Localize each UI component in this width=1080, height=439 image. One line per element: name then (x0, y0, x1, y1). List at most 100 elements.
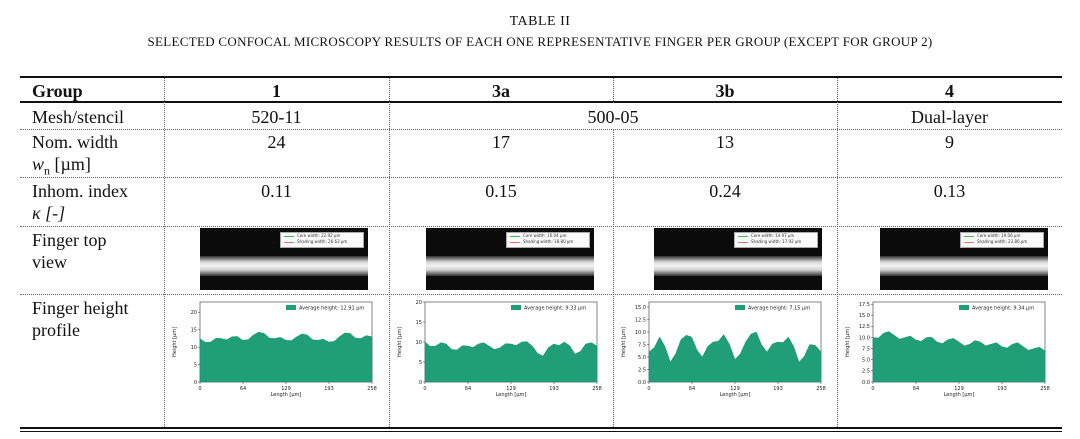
top-view-image-4: Core width: 19.06 µm Shading width: 23.86… (880, 228, 1048, 290)
nom-width-subscript: n (44, 163, 51, 178)
x-axis-label: Length [µm] (271, 392, 302, 398)
x-tick-label: 0 (647, 386, 650, 392)
y-tick-label: 15.0 (635, 305, 646, 311)
header-group-1: 1 (272, 81, 281, 101)
height-profile-chart-1: 0 64 129 193 258 0 5 10 15 20 Length [µm] Height [µ… (172, 301, 377, 398)
row-label-top-view: Finger top view (32, 229, 107, 273)
y-tick-label: 15.0 (859, 313, 870, 319)
top-rule (20, 76, 1062, 78)
legend-label: Average height: 9.33 µm (524, 306, 586, 312)
x-tick-label: 64 (913, 386, 919, 392)
y-tick-label: 20 (191, 310, 197, 316)
bottom-rule-2 (20, 431, 1062, 432)
nom-width-value-3a: 17 (492, 132, 510, 152)
header-group-4: 4 (945, 81, 954, 101)
inhom-value-4: 0.13 (933, 181, 966, 201)
y-tick-label: 0.0 (862, 380, 870, 386)
col-separator (613, 129, 614, 427)
col-separator (837, 78, 838, 427)
y-tick-label: 20 (416, 300, 422, 306)
mesh-value-4: Dual-layer (911, 107, 988, 127)
legend-swatch (735, 305, 745, 310)
y-tick-label: 17.5 (859, 302, 870, 308)
x-tick-label: 64 (240, 386, 246, 392)
nom-width-unit: [µm] (54, 154, 91, 174)
height-profile-chart-3a: 0 64 129 193 258 0 5 10 15 20 Length [µm] Height [µ… (397, 300, 602, 398)
mesh-value-1: 520-11 (251, 107, 302, 127)
top-view-image-3a: Core width: 16.04 µm Shading width: 18.80… (426, 228, 594, 290)
header-group-3a: 3a (492, 81, 510, 101)
y-tick-label: 10 (416, 340, 422, 346)
x-axis-label: Length [µm] (496, 392, 527, 398)
legend-swatch (959, 305, 969, 310)
bottom-rule (20, 427, 1062, 429)
y-tick-label: 5 (419, 360, 422, 366)
core-width-1: Core width: 22.92 µm (297, 233, 341, 238)
x-tick-label: 129 (281, 386, 291, 392)
row-separator (20, 226, 1062, 227)
inhom-label-line2: κ [-] (32, 203, 66, 223)
core-width-3a: Core width: 16.04 µm (523, 233, 567, 238)
x-axis-label: Length [µm] (944, 392, 975, 398)
core-width-4: Core width: 19.06 µm (977, 233, 1021, 238)
x-tick-label: 258 (1040, 386, 1050, 392)
x-tick-label: 0 (198, 386, 201, 392)
x-tick-label: 129 (730, 386, 740, 392)
legend-swatch (511, 305, 521, 310)
x-tick-label: 64 (465, 386, 471, 392)
col-separator (613, 78, 614, 103)
row-label-height-profile: Finger height profile (32, 297, 129, 341)
col-separator (389, 129, 390, 427)
y-axis-label: Height [µm] (845, 327, 851, 357)
header-group-3b: 3b (715, 81, 735, 101)
shading-width-4: Shading width: 23.86 µm (977, 239, 1028, 244)
x-tick-label: 193 (773, 386, 783, 392)
top-view-image-3b: Core width: 14.97 µm Shading width: 17.92… (654, 228, 822, 290)
header-rule (20, 101, 1062, 103)
y-tick-label: 12.5 (859, 324, 870, 330)
legend-label: Average height: 9.34 µm (972, 306, 1034, 312)
mesh-value-3: 500-05 (587, 107, 639, 127)
row-separator (20, 177, 1062, 178)
height-area-series (199, 331, 373, 383)
x-tick-label: 193 (549, 386, 559, 392)
height-area-series (424, 341, 598, 383)
table-title: SELECTED CONFOCAL MICROSCOPY RESULTS OF … (147, 34, 933, 49)
table-label: TABLE II (509, 14, 571, 29)
y-tick-label: 7.5 (862, 346, 870, 352)
y-tick-label: 0.0 (638, 380, 646, 386)
y-tick-label: 15 (191, 328, 197, 334)
nom-width-symbol: w (32, 154, 45, 174)
x-tick-label: 193 (324, 386, 334, 392)
y-tick-label: 10 (191, 345, 197, 351)
y-tick-label: 10.0 (635, 330, 646, 336)
top-view-label-line1: Finger top (32, 230, 107, 250)
height-area-series (872, 331, 1046, 383)
row-label-inhom: Inhom. index κ [-] (32, 180, 128, 224)
nom-width-value-1: 24 (267, 132, 286, 152)
shading-width-3b: Shading width: 17.92 µm (751, 239, 802, 244)
y-tick-label: 0 (419, 380, 422, 386)
y-tick-label: 7.5 (638, 342, 646, 348)
inhom-value-3a: 0.15 (485, 181, 517, 201)
y-tick-label: 5.0 (638, 355, 646, 361)
y-tick-label: 15 (416, 320, 422, 326)
height-profile-chart-3b: 0 64 129 193 258 0.0 2.5 5.0 7.5 10.0 12.5 15.0 Leng… (621, 301, 826, 398)
top-view-image-1: Core width: 22.92 µm Shading width: 26.63… (200, 228, 368, 290)
row-label-nom-width: Nom. width wn [µm] (32, 131, 118, 182)
y-tick-label: 2.5 (862, 369, 870, 375)
top-view-label-line2: view (32, 252, 67, 272)
y-axis-label: Height [µm] (621, 327, 627, 357)
x-tick-label: 0 (423, 386, 426, 392)
row-separator (20, 294, 1062, 295)
col-separator (164, 78, 165, 427)
legend-swatch (286, 305, 296, 310)
inhom-value-3b: 0.24 (709, 181, 741, 201)
nom-width-value-4: 9 (945, 132, 954, 152)
nom-width-label-line1: Nom. width (32, 132, 119, 152)
y-tick-label: 5 (194, 362, 197, 368)
y-tick-label: 12.5 (635, 317, 646, 323)
header-group: Group (32, 81, 83, 101)
y-tick-label: 2.5 (638, 367, 646, 373)
legend-label: Average height: 12.91 µm (299, 306, 364, 312)
